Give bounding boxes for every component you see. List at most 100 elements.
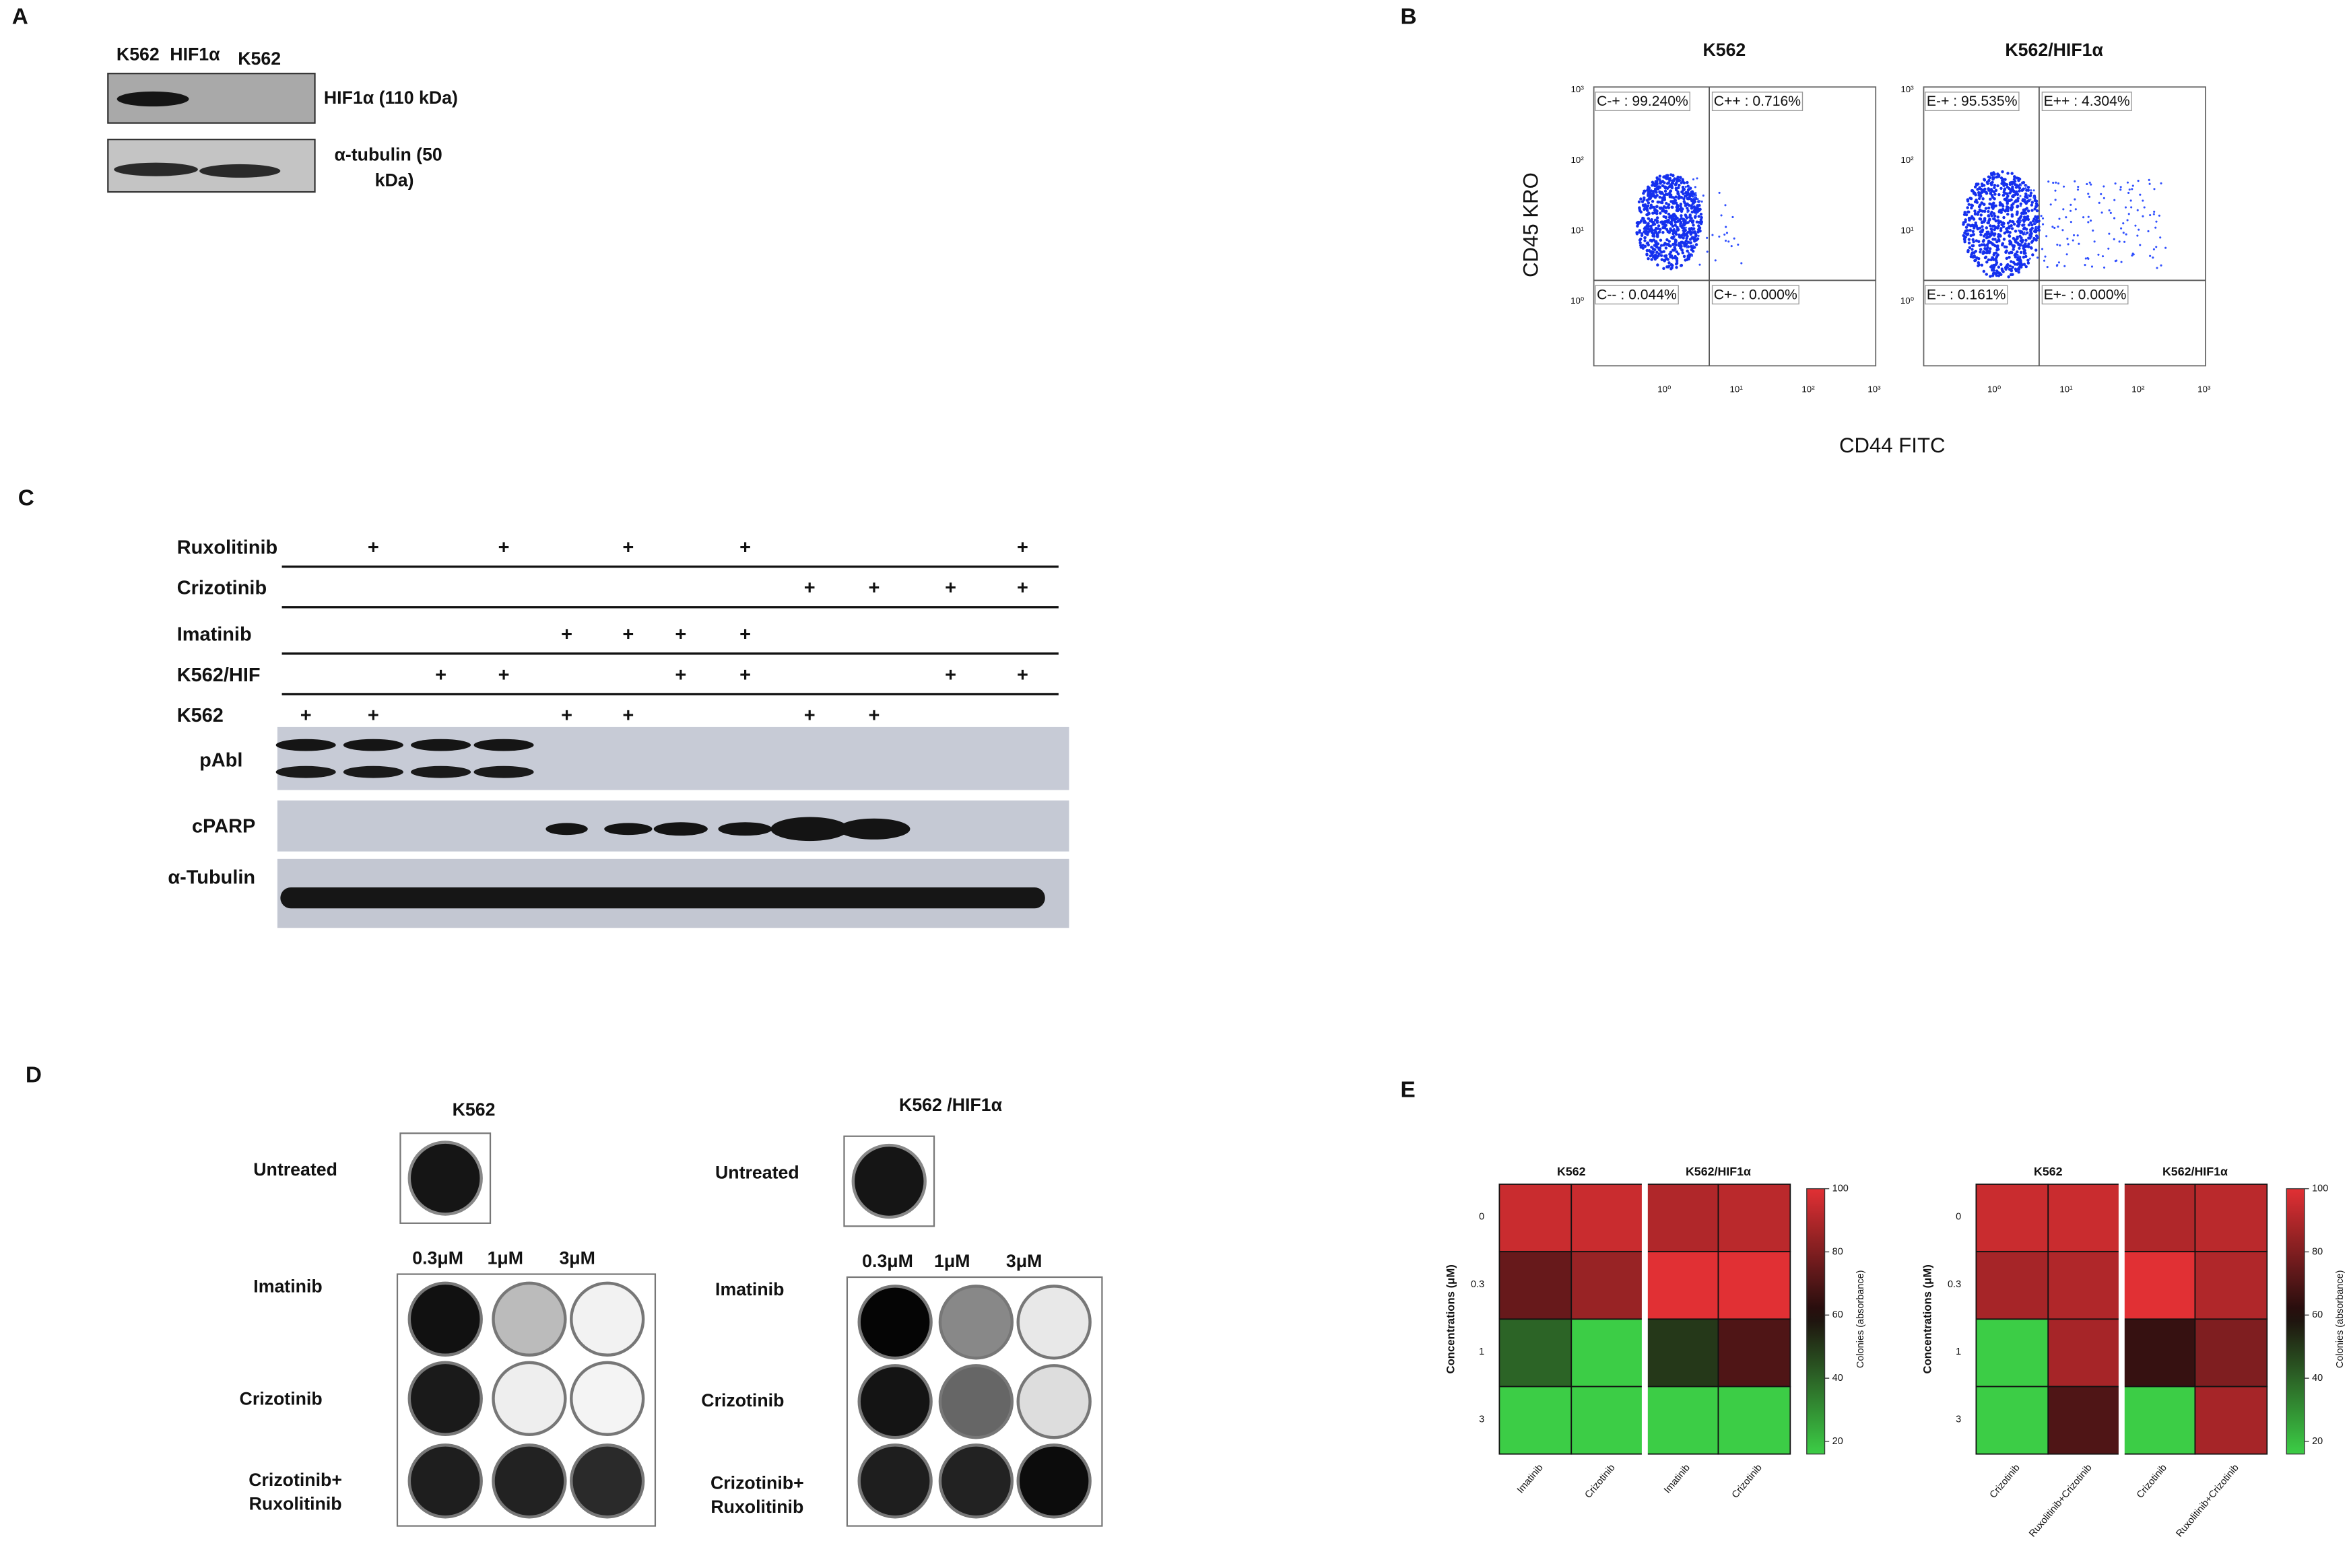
event-dot (1668, 176, 1671, 180)
event-dot (1999, 273, 2003, 277)
event-dot (1680, 181, 1683, 184)
event-dot (1714, 259, 1717, 262)
event-dot (1674, 232, 1678, 236)
event-dot (2045, 235, 2048, 238)
treatment-mark: + (869, 705, 880, 726)
event-dot (2016, 197, 2020, 200)
y-axis-title: Concentrations (μM) (1445, 1264, 1457, 1373)
event-dot (2027, 236, 2030, 240)
event-dot (1997, 175, 2001, 178)
group-title: K562/HIF1α (2162, 1165, 2228, 1178)
event-dot (1982, 269, 1986, 273)
treatment-label: Crizotinib (177, 578, 267, 599)
x-tick-label: 10³ (2197, 384, 2211, 394)
heatmap-cell (2047, 1184, 2121, 1253)
event-dot (2008, 251, 2011, 254)
event-dot (1983, 218, 1987, 221)
event-dot (2076, 234, 2079, 237)
event-dot (1645, 209, 1649, 212)
event-dot (1963, 240, 1966, 244)
lane-label: K562 (238, 48, 281, 69)
heatmap-cell (2122, 1386, 2196, 1455)
event-dot (1702, 194, 1704, 197)
event-dot (2107, 247, 2110, 250)
event-dot (2088, 195, 2091, 198)
blot-band (473, 765, 534, 778)
event-dot (2006, 212, 2010, 216)
event-dot (2032, 219, 2035, 223)
event-dot (2018, 186, 2022, 190)
event-dot (2092, 229, 2094, 232)
event-dot (1665, 176, 1669, 179)
event-dot (1993, 244, 1997, 248)
treatment-mark: + (945, 664, 956, 686)
event-dot (2130, 206, 2133, 209)
event-dot (1981, 197, 1985, 201)
event-dot (2013, 193, 2017, 197)
event-dot (1985, 261, 1989, 264)
event-dot (2024, 216, 2028, 220)
y-tick-label: 0 (1956, 1212, 1961, 1223)
event-dot (2055, 265, 2058, 267)
event-dot (2139, 193, 2142, 196)
event-dot (1986, 182, 1989, 185)
event-dot (1667, 240, 1671, 243)
event-dot (1677, 186, 1680, 190)
event-dot (1659, 211, 1662, 215)
x-tick-label: Ruxolitinib+Crizotinib (2027, 1462, 2094, 1539)
panel-letter: E (1400, 1078, 1415, 1103)
event-dot (2016, 263, 2019, 266)
event-dot (2024, 254, 2028, 259)
event-dot (1657, 248, 1661, 251)
event-dot (1970, 189, 1974, 193)
heatmap-cell (1645, 1251, 1719, 1320)
event-dot (1663, 189, 1667, 193)
treatment-mark: + (622, 624, 634, 646)
event-dot (1989, 224, 1992, 228)
event-dot (2057, 182, 2060, 184)
event-dot (1680, 214, 1683, 217)
event-dot (1645, 205, 1649, 209)
treatment-mark: + (561, 624, 572, 646)
event-dot (1638, 207, 1641, 211)
event-dot (2016, 235, 2019, 239)
colorbar-tick-label: 80 (1832, 1246, 1843, 1257)
event-dot (1968, 228, 1972, 232)
blot-band (718, 822, 772, 836)
plot-title: K562/HIF1α (2005, 40, 2103, 60)
blot-band (114, 162, 198, 176)
event-dot (1987, 188, 1991, 192)
colorbar (1806, 1188, 1826, 1455)
colorbar-tick-label: 20 (2312, 1436, 2323, 1447)
event-dot (2016, 211, 2019, 215)
event-dot (1671, 215, 1675, 219)
event-dot (1645, 229, 1648, 233)
event-dot (1697, 224, 1700, 228)
event-dot (1656, 234, 1659, 238)
event-dot (2043, 259, 2046, 262)
well (407, 1443, 483, 1519)
event-dot (1698, 263, 1701, 266)
event-dot (1697, 215, 1700, 218)
event-dot (1996, 184, 1999, 188)
y-tick-label: 0.3 (1948, 1279, 1961, 1290)
heatmap-cell (2194, 1386, 2268, 1455)
event-dot (2159, 236, 2162, 239)
event-dot (2088, 181, 2091, 184)
event-dot (1683, 195, 1687, 198)
event-dot (1679, 221, 1683, 225)
event-dot (2046, 266, 2049, 269)
event-dot (1645, 227, 1649, 230)
event-dot (1989, 275, 1992, 278)
event-dot (1979, 230, 1983, 234)
event-dot (2000, 223, 2004, 227)
event-dot (1670, 186, 1674, 190)
event-dot (1696, 230, 1700, 234)
event-dot (1635, 232, 1639, 236)
event-dot (2119, 189, 2122, 191)
group-gap (2118, 1181, 2125, 1458)
event-dot (1985, 236, 1989, 240)
event-dot (1676, 228, 1680, 232)
event-dot (1643, 196, 1646, 200)
event-dot (2034, 221, 2037, 224)
